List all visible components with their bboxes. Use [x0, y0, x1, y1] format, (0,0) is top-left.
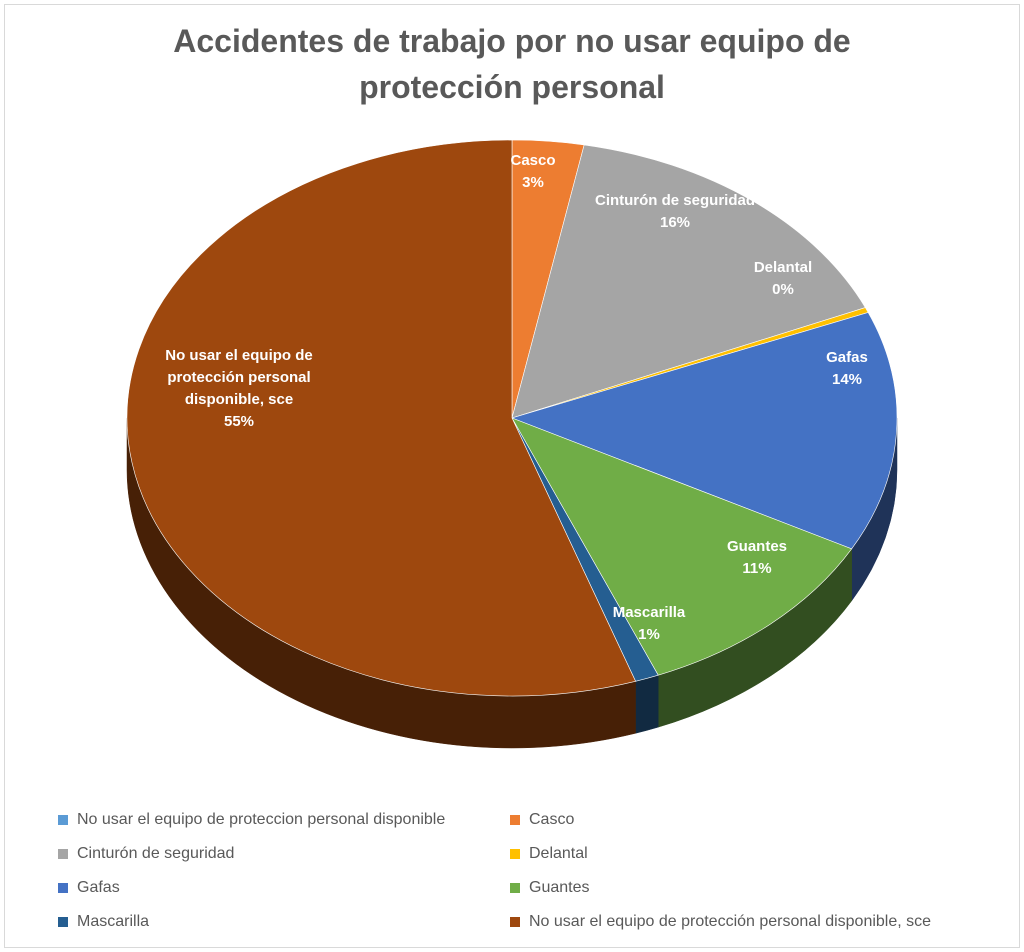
- data-label-line: 55%: [224, 413, 254, 430]
- legend-label: Casco: [529, 811, 575, 828]
- data-label-line: 14%: [832, 371, 862, 388]
- data-label-line: Mascarilla: [613, 604, 686, 621]
- legend-swatch: [58, 815, 68, 825]
- legend-item[interactable]: Cinturón de seguridad: [58, 837, 510, 871]
- data-label: Mascarilla 1%: [613, 604, 686, 643]
- pie-slices: [126, 139, 898, 697]
- data-label-line: Cinturón de seguridad: [595, 192, 755, 209]
- data-label-line: 1%: [638, 626, 660, 643]
- legend-label: Cinturón de seguridad: [77, 845, 235, 862]
- pie-side-wall: [635, 674, 659, 734]
- pie-slice[interactable]: [126, 139, 636, 697]
- data-label-line: Guantes: [727, 538, 787, 555]
- legend-item[interactable]: No usar el equipo de proteccion personal…: [58, 803, 510, 837]
- legend: No usar el equipo de proteccion personal…: [58, 803, 968, 943]
- data-label: Guantes 11%: [727, 538, 787, 577]
- chart-title-line-2: protección personal: [359, 69, 665, 105]
- legend-swatch: [58, 849, 68, 859]
- legend-label: No usar el equipo de proteccion personal…: [77, 811, 446, 828]
- legend-swatch: [58, 883, 68, 893]
- data-label-line: No usar el equipo de: [165, 347, 313, 364]
- data-label-line: 16%: [660, 214, 690, 231]
- data-label-line: 3%: [522, 174, 544, 191]
- legend-item[interactable]: Gafas: [58, 871, 510, 905]
- pie-slice[interactable]: [511, 144, 866, 419]
- legend-label: Gafas: [77, 879, 120, 896]
- data-label-line: 11%: [742, 560, 771, 577]
- data-label-line: disponible, sce: [185, 391, 293, 408]
- data-label: Gafas 14%: [826, 349, 868, 388]
- legend-swatch: [510, 815, 520, 825]
- legend-swatch: [58, 917, 68, 927]
- legend-swatch: [510, 917, 520, 927]
- pie-slice[interactable]: [511, 312, 898, 550]
- chart-title: Accidentes de trabajo por no usar equipo…: [0, 18, 1024, 110]
- data-label-line: protección personal: [167, 369, 310, 386]
- legend-item[interactable]: Mascarilla: [58, 905, 510, 939]
- data-label: No usar el equipo de protección personal d…: [165, 347, 313, 430]
- legend-label: No usar el equipo de protección personal…: [529, 913, 932, 930]
- legend-swatch: [510, 883, 520, 893]
- legend-item[interactable]: Casco: [510, 803, 968, 837]
- data-label: Cinturón de seguridad 16%: [595, 192, 755, 231]
- data-label-line: Delantal: [754, 259, 812, 276]
- data-label: Delantal 0%: [754, 259, 812, 298]
- data-label: Casco 3%: [510, 152, 555, 191]
- data-label-line: Gafas: [826, 349, 868, 366]
- pie-slice[interactable]: [511, 417, 853, 676]
- legend-item[interactable]: No usar el equipo de protección personal…: [510, 905, 968, 939]
- legend-item[interactable]: Guantes: [510, 871, 968, 905]
- legend-label: Delantal: [529, 845, 588, 862]
- legend-label: Mascarilla: [77, 913, 150, 930]
- data-labels: Casco 3% Cinturón de seguridad 16% Delantal 0…: [165, 152, 868, 643]
- legend-item[interactable]: Delantal: [510, 837, 968, 871]
- legend-swatch: [510, 849, 520, 859]
- legend-label: Guantes: [529, 879, 590, 896]
- data-label-line: 0%: [772, 281, 794, 298]
- data-label-line: Casco: [510, 152, 555, 169]
- chart-title-line-1: Accidentes de trabajo por no usar equipo…: [173, 23, 851, 59]
